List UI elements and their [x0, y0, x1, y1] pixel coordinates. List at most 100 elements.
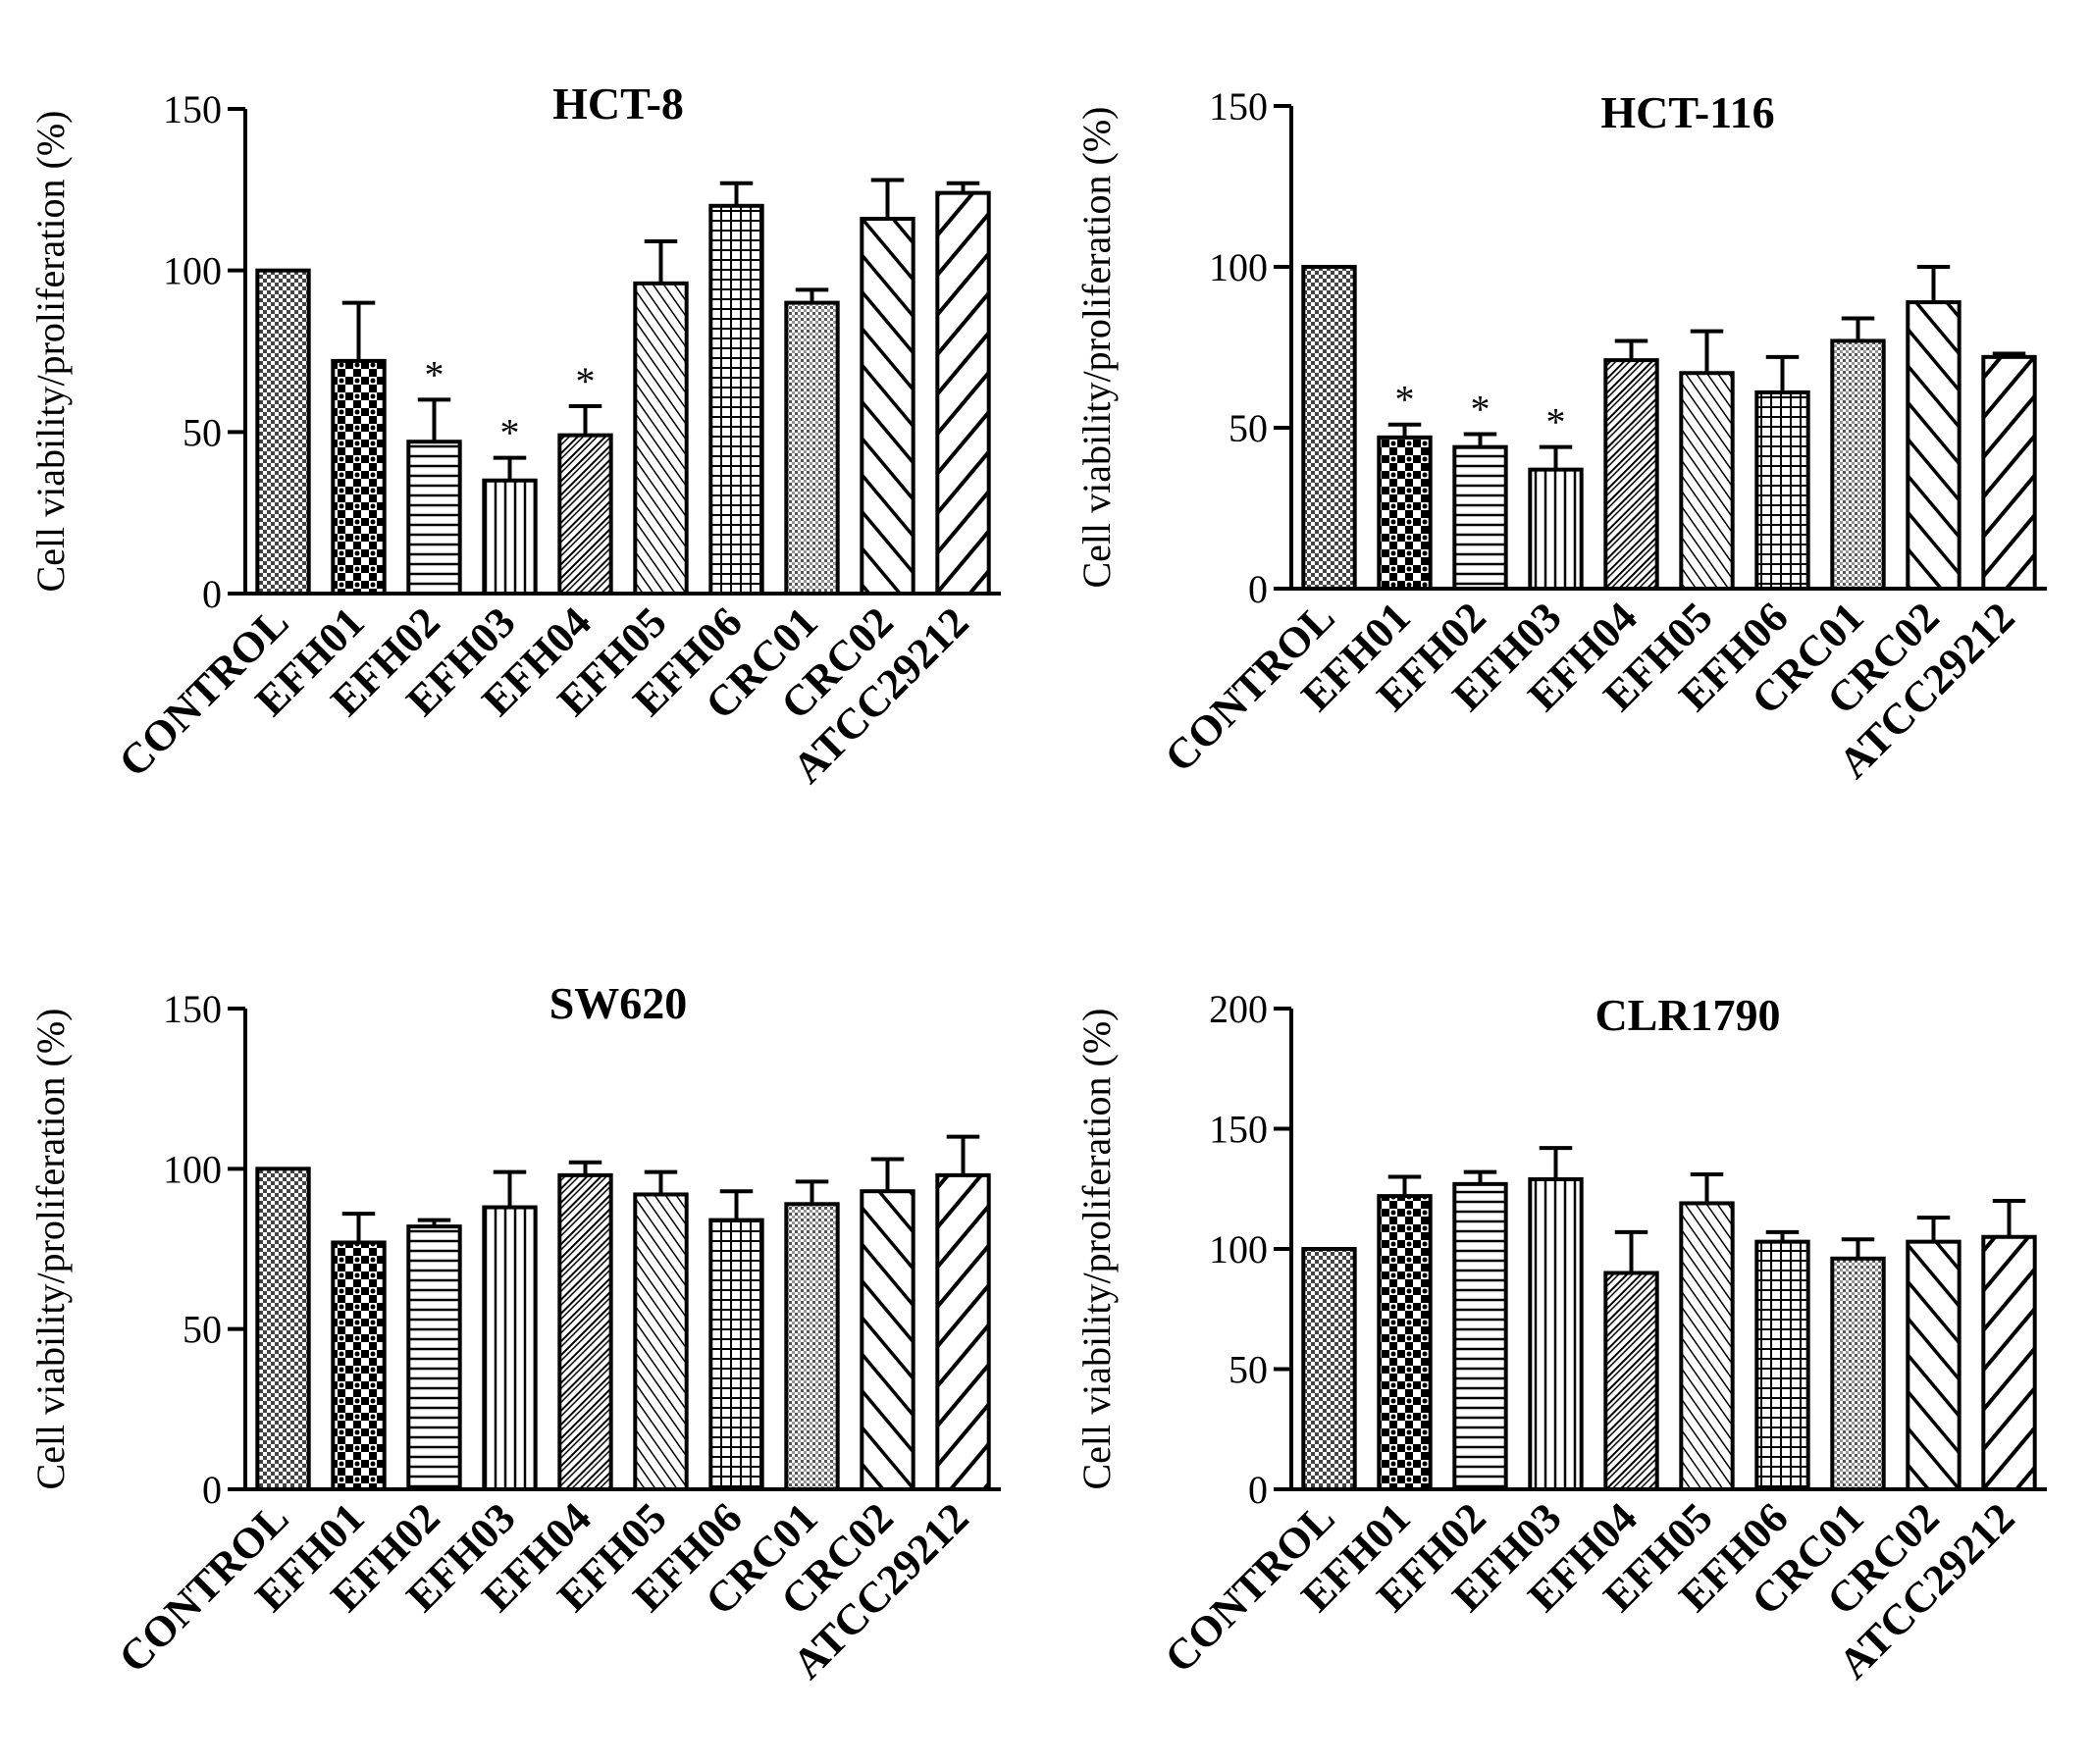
- significance-star-efh04: *: [576, 359, 596, 403]
- bar-efh05: [1679, 1201, 1735, 1491]
- bar-efh06: [1754, 1239, 1810, 1492]
- y-tick-label: 150: [1209, 84, 1268, 129]
- bar-group-efh05: [1679, 329, 1735, 591]
- chart-title: HCT-8: [552, 78, 684, 129]
- bar-efh05: [1679, 371, 1735, 591]
- bar-group-efh04: [1603, 1229, 1659, 1491]
- y-axis-label: Cell viability/proliferation (%): [28, 111, 73, 593]
- bar-group-efh01: [331, 1212, 387, 1492]
- significance-star-efh03: *: [500, 411, 520, 455]
- bar-efh01: [331, 1240, 387, 1492]
- y-tick-label: 150: [1209, 1108, 1268, 1152]
- bar-control: [1301, 265, 1357, 591]
- bar-efh05: [633, 1192, 689, 1491]
- significance-star-efh02: *: [1471, 388, 1491, 432]
- chart-title: SW620: [549, 978, 688, 1028]
- bar-efh01: [1377, 1194, 1433, 1491]
- bar-efh04: [557, 1172, 613, 1492]
- bar-group-efh02: [406, 1218, 462, 1491]
- bar-efh02: [406, 1224, 462, 1491]
- bar-group-crc02: [1906, 265, 1961, 591]
- bar-group-efh06: [1754, 1229, 1810, 1492]
- chart-panel-hct-116: HCT-116 Cell viability/proliferation (%) 0…: [1074, 84, 2047, 788]
- bar-group-atcc29212: [1981, 351, 2037, 591]
- bar-group-efh05: [1679, 1172, 1735, 1491]
- chart-title: HCT-116: [1600, 87, 1774, 137]
- bar-group-efh04: [557, 1160, 613, 1492]
- bar-efh01: [1377, 435, 1433, 591]
- significance-star-efh03: *: [1546, 400, 1566, 444]
- bar-group-atcc29212: [935, 181, 991, 596]
- bar-group-efh03: [482, 1169, 538, 1491]
- bar-group-efh02: [1452, 1169, 1508, 1491]
- significance-star-efh02: *: [425, 352, 445, 396]
- bar-group-control: [255, 1167, 311, 1492]
- bar-group-efh03: *: [482, 411, 538, 597]
- bar-efh02: [1452, 444, 1508, 591]
- y-tick-label: 0: [1248, 1468, 1268, 1512]
- bar-crc01: [784, 300, 840, 596]
- chart-panel-clr1790: CLR1790 Cell viability/proliferation (%) 0…: [1074, 987, 2047, 1688]
- y-tick-label: 50: [183, 410, 222, 454]
- bar-group-control: [1301, 1247, 1357, 1491]
- bar-atcc29212: [1981, 1234, 2037, 1491]
- bar-group-efh03: *: [1528, 400, 1584, 592]
- bar-crc02: [860, 216, 915, 596]
- y-tick-label: 100: [1209, 1227, 1268, 1271]
- bar-efh01: [331, 358, 387, 596]
- bar-group-efh06: [708, 1189, 764, 1491]
- bar-efh03: [1528, 1176, 1584, 1491]
- y-tick-label: 50: [183, 1308, 222, 1352]
- bar-control: [255, 1167, 311, 1492]
- bar-group-crc01: [784, 1179, 840, 1492]
- bar-efh04: [1603, 1271, 1659, 1491]
- y-tick-label: 150: [163, 87, 222, 131]
- bar-group-efh05: [633, 239, 689, 596]
- bar-group-efh02: *: [406, 352, 462, 597]
- bar-group-crc01: [1830, 1237, 1886, 1492]
- bar-crc02: [860, 1189, 915, 1491]
- bar-group-efh04: *: [557, 359, 613, 597]
- bar-efh02: [1452, 1181, 1508, 1491]
- bar-crc02: [1906, 1239, 1961, 1492]
- bar-group-crc01: [784, 287, 840, 596]
- y-tick-label: 0: [202, 572, 222, 616]
- y-tick-label: 150: [163, 987, 222, 1031]
- y-tick-label: 100: [163, 1147, 222, 1191]
- bar-efh06: [708, 1218, 764, 1491]
- bar-group-crc02: [860, 1157, 915, 1491]
- bar-efh06: [1754, 389, 1810, 592]
- bar-group-efh06: [1754, 354, 1810, 592]
- bar-efh03: [482, 478, 538, 597]
- bar-group-crc02: [860, 178, 915, 596]
- y-axis-label: Cell viability/proliferation (%): [28, 1009, 73, 1490]
- bar-crc01: [784, 1202, 840, 1492]
- bar-group-control: [1301, 265, 1357, 591]
- bar-group-atcc29212: [935, 1134, 991, 1492]
- y-tick-label: 0: [202, 1468, 222, 1512]
- bar-crc01: [1830, 338, 1886, 591]
- bar-efh03: [1528, 467, 1584, 592]
- bar-crc02: [1906, 300, 1961, 591]
- y-axis-label: Cell viability/proliferation (%): [1074, 1009, 1119, 1490]
- y-tick-label: 100: [1209, 245, 1268, 289]
- significance-star-efh01: *: [1395, 378, 1415, 422]
- y-tick-label: 200: [1209, 987, 1268, 1031]
- bar-group-crc02: [1906, 1216, 1961, 1492]
- bar-efh04: [1603, 358, 1659, 591]
- y-tick-label: 100: [163, 249, 222, 293]
- chart-panel-hct-8: HCT-8 Cell viability/proliferation (%) 0 50…: [28, 78, 1001, 793]
- bar-group-crc01: [1830, 316, 1886, 591]
- bar-group-efh01: [331, 300, 387, 596]
- y-tick-label: 50: [1229, 1348, 1268, 1392]
- y-tick-label: 50: [1229, 406, 1268, 450]
- bar-control: [255, 268, 311, 596]
- bar-group-atcc29212: [1981, 1199, 2037, 1491]
- bar-atcc29212: [935, 1172, 991, 1492]
- bar-group-efh04: [1603, 338, 1659, 591]
- bar-efh06: [708, 203, 764, 597]
- chart-title: CLR1790: [1595, 990, 1780, 1040]
- bar-group-control: [255, 268, 311, 596]
- y-axis-label: Cell viability/proliferation (%): [1074, 107, 1119, 589]
